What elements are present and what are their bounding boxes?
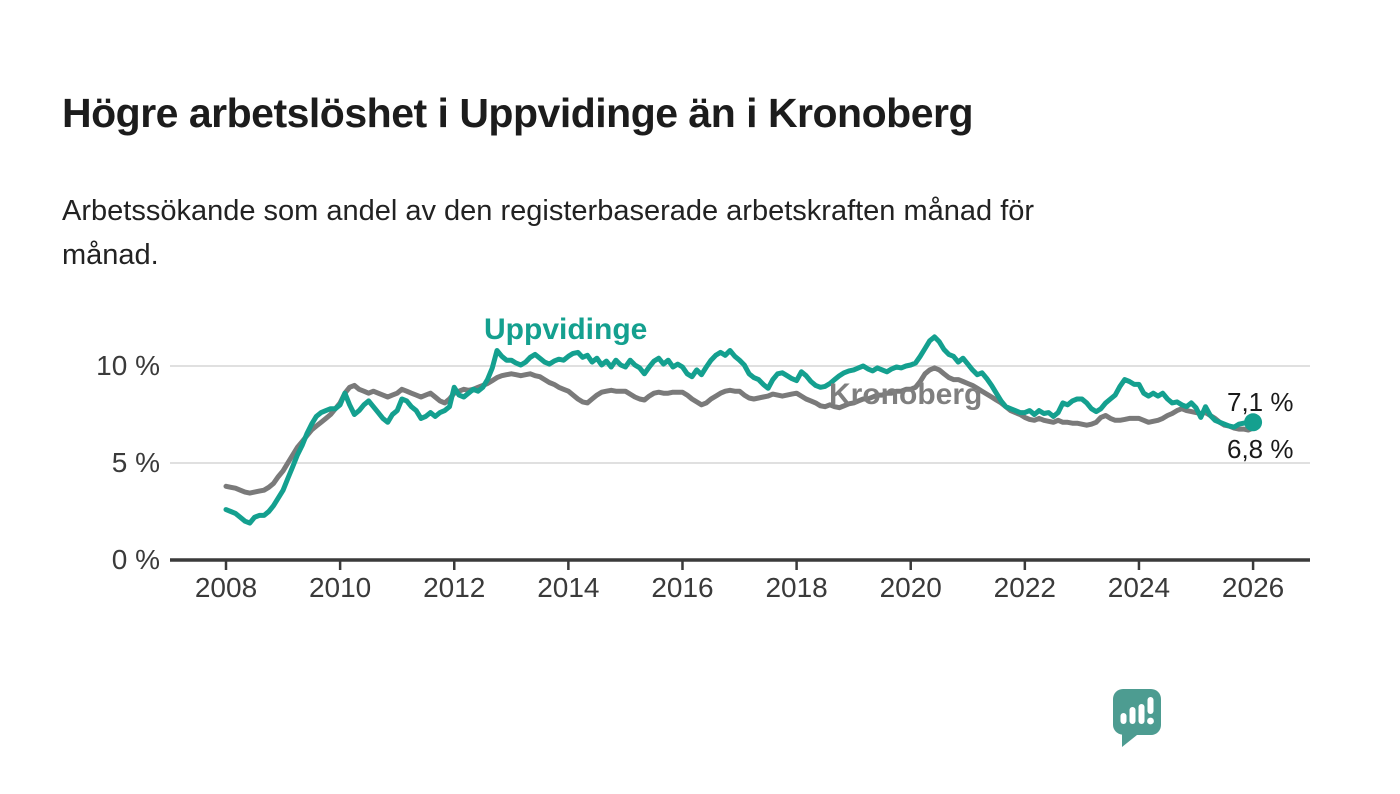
x-axis-tick-label-2026: 2026 (1221, 572, 1285, 603)
x-axis-tick-label-2008: 2008 (194, 572, 258, 603)
series-line-uppvidinge (223, 334, 1256, 526)
x-axis-tick-label-2024: 2024 (1107, 572, 1171, 603)
x-axis-tick-label-2022: 2022 (993, 572, 1056, 603)
x-axis-tick-label-2016: 2016 (651, 572, 714, 603)
series-line-kronoberg (223, 365, 1256, 496)
series-end-dot-uppvidinge (1244, 413, 1263, 432)
newsworthy-logo: Newsworthy (1112, 688, 1162, 748)
series-label-uppvidinge: Uppvidinge (484, 313, 648, 346)
x-axis-tick-label-2010: 2010 (308, 572, 372, 603)
page-title: Högre arbetslöshet i Uppvidinge än i Kro… (62, 90, 974, 137)
y-axis-tick-label-10: 10 % (96, 350, 160, 381)
x-axis-tick-label-2012: 2012 (423, 572, 486, 603)
x-axis-tick-label-2020: 2020 (879, 572, 942, 603)
end-value-label-kronoberg: 6,8 % (1227, 434, 1294, 464)
y-axis-tick-label-0: 0 % (111, 544, 160, 575)
bar-chart-speech-bubble-icon (1113, 689, 1161, 747)
chart-subtitle: Arbetssökande som andel av den registerb… (62, 195, 1035, 271)
end-value-label-uppvidinge: 7,1 % (1227, 387, 1294, 417)
series-label-kronoberg: Kronoberg (829, 378, 983, 411)
x-axis-tick-label-2018: 2018 (765, 572, 828, 603)
x-axis-tick-label-2014: 2014 (537, 572, 600, 603)
y-axis-tick-label-5: 5 % (111, 447, 160, 478)
